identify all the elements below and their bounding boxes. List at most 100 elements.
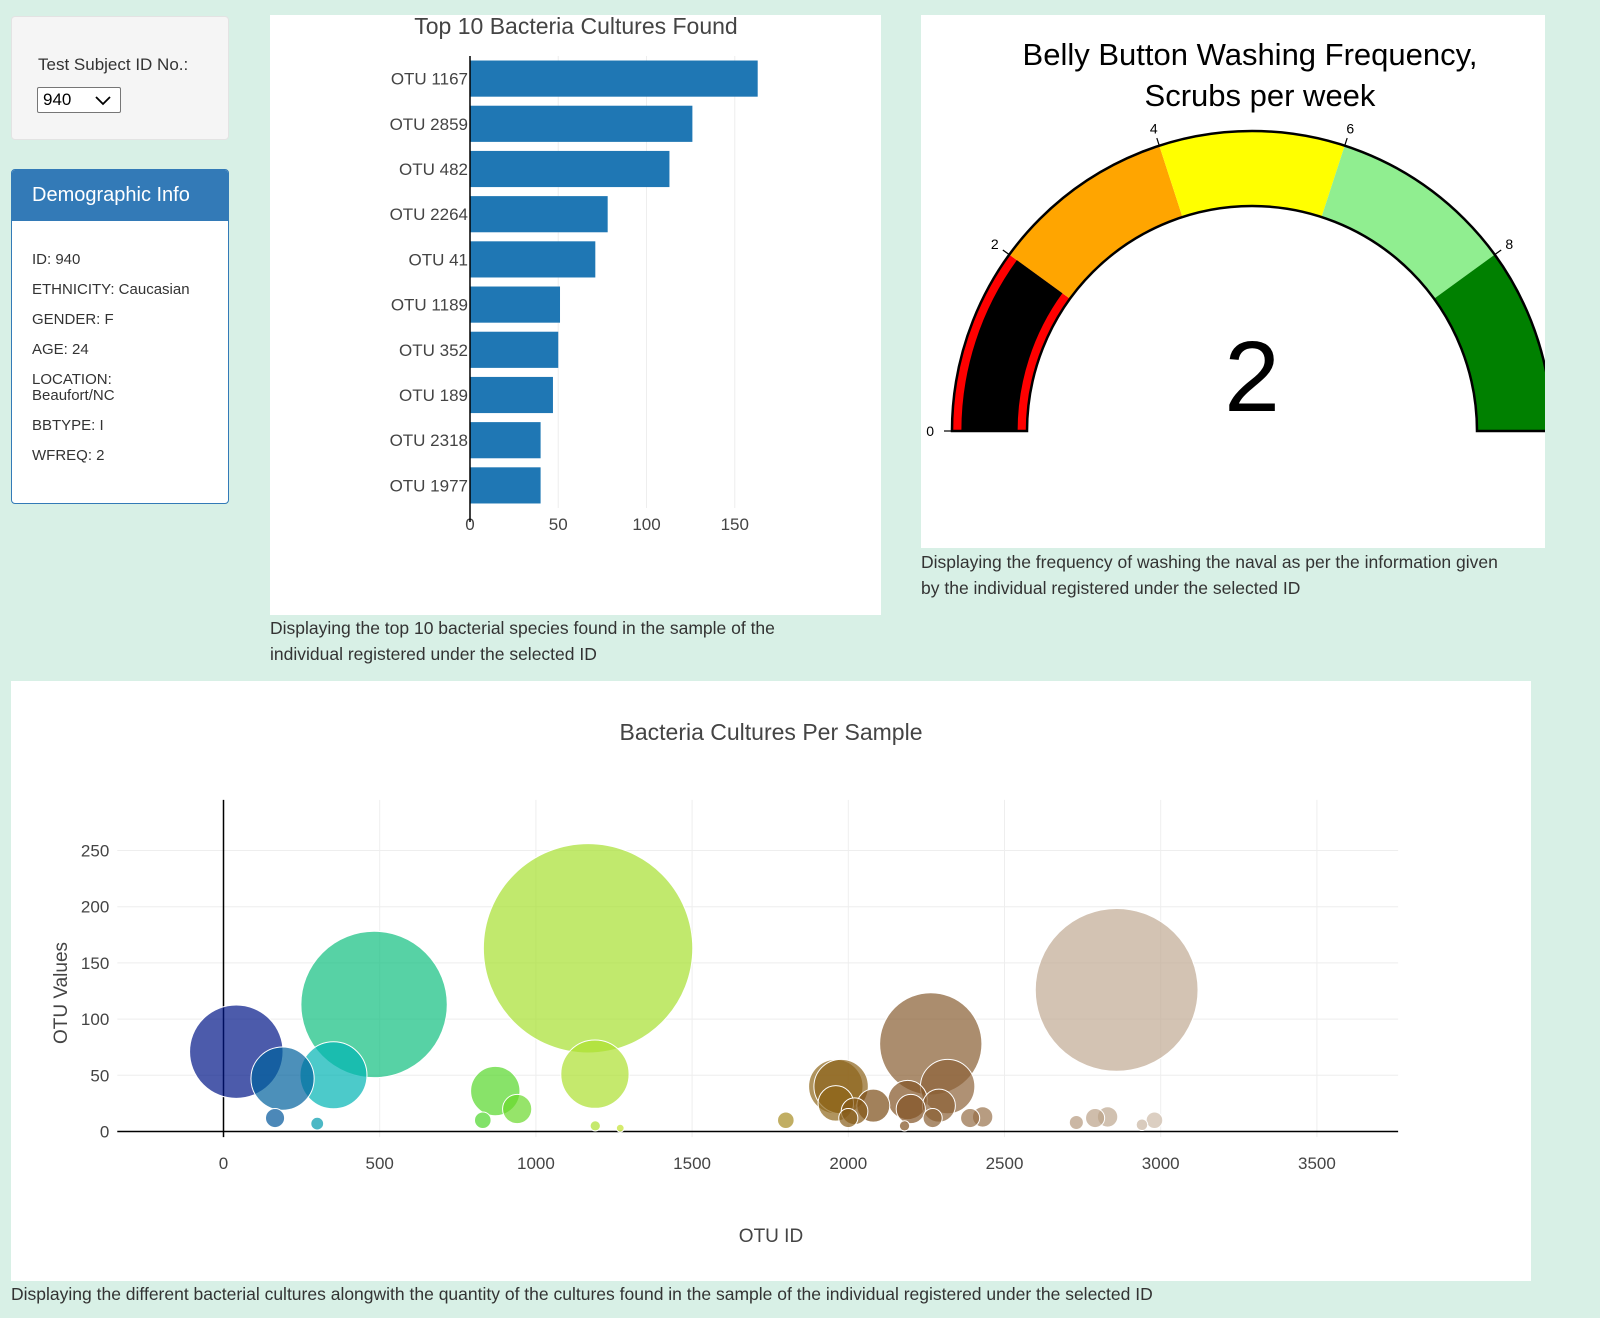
bar-category-label: OTU 2264 xyxy=(390,205,468,224)
bubble-point xyxy=(922,1107,943,1129)
gauge-tick-label: 4 xyxy=(1150,121,1158,137)
bar xyxy=(470,422,541,459)
bar-x-tick-label: 100 xyxy=(632,515,660,534)
bar-category-label: OTU 189 xyxy=(399,386,468,405)
subject-id-value: 940 xyxy=(43,90,72,109)
bar-category-label: OTU 1167 xyxy=(391,70,468,89)
meta-wfreq: WFREQ: 2 xyxy=(32,447,105,464)
gauge-value: 2 xyxy=(1224,321,1280,433)
bubble-point xyxy=(1068,1114,1084,1131)
bar xyxy=(470,150,670,188)
bar-category-label: OTU 2859 xyxy=(390,115,468,134)
bubble-point xyxy=(473,1111,492,1130)
gauge-step xyxy=(1009,145,1183,299)
gauge-title-line-1: Belly Button Washing Frequency, xyxy=(1023,37,1478,72)
bar-category-label: OTU 352 xyxy=(399,341,468,360)
bubble-point xyxy=(1145,1111,1164,1130)
bubble-x-axis-label: OTU ID xyxy=(739,1226,803,1247)
bar xyxy=(470,376,553,414)
bubble-chart: Bacteria Cultures Per Sample OTU ID OTU … xyxy=(51,719,1399,1247)
bar-x-tick-label: 0 xyxy=(465,515,474,534)
gauge-step xyxy=(1159,131,1345,218)
bubble-caption: Displaying the different bacterial cultu… xyxy=(11,1284,1153,1304)
gauge-chart: Belly Button Washing Frequency, Scrubs p… xyxy=(926,37,1586,439)
subject-id-label: Test Subject ID No.: xyxy=(38,55,189,74)
bubble-y-tick-label: 100 xyxy=(81,1010,109,1029)
bubble-chart-container: Bacteria Cultures Per Sample OTU ID OTU … xyxy=(11,681,1531,1281)
meta-id: ID: 940 xyxy=(32,251,81,268)
bubble-point xyxy=(1034,907,1199,1072)
gauge-caption: Displaying the frequency of washing the … xyxy=(921,552,1498,598)
bar-category-label: OTU 1977 xyxy=(390,476,468,495)
bubble-y-tick-label: 200 xyxy=(81,898,109,917)
bubble-y-axis-label: OTU Values xyxy=(51,942,72,1044)
bubble-point xyxy=(898,1120,911,1132)
demographic-heading: Demographic Info xyxy=(12,170,228,221)
bubble-point xyxy=(960,1107,981,1129)
gauge-tick xyxy=(1002,249,1010,256)
bar xyxy=(470,60,758,97)
bar-chart-container: Top 10 Bacteria Cultures Found 0 50 100 150… xyxy=(270,13,881,615)
bubble-x-tick-label: 0 xyxy=(219,1154,228,1173)
bar-x-tick-label: 50 xyxy=(549,515,568,534)
bubble-point xyxy=(895,1093,926,1125)
meta-gender: GENDER: F xyxy=(32,311,114,328)
meta-location: LOCATION: Beaufort/NC xyxy=(32,371,115,404)
bubble-point xyxy=(482,843,694,1054)
bubble-x-tick-label: 2000 xyxy=(829,1154,867,1173)
bubble-point xyxy=(777,1111,795,1130)
bubble-point xyxy=(310,1116,325,1131)
bar xyxy=(470,196,608,233)
bar xyxy=(470,105,693,142)
bar xyxy=(470,241,596,278)
bubble-point xyxy=(560,1039,630,1109)
gauge-tick xyxy=(1344,137,1348,146)
bar-category-label: OTU 482 xyxy=(399,160,468,179)
bubble-x-tick-label: 3000 xyxy=(1142,1154,1180,1173)
bubble-point xyxy=(838,1107,859,1129)
meta-ethnicity: ETHNICITY: Caucasian xyxy=(32,281,190,298)
bubble-point xyxy=(1085,1107,1106,1129)
bubble-x-tick-label: 2500 xyxy=(986,1154,1024,1173)
subject-id-select[interactable]: 940 xyxy=(37,87,121,113)
bubble-y-tick-label: 50 xyxy=(90,1066,109,1085)
bubble-x-tick-label: 500 xyxy=(366,1154,394,1173)
gauge-tick xyxy=(1156,137,1160,146)
meta-bbtype: BBTYPE: I xyxy=(32,417,104,434)
bubble-point xyxy=(502,1093,533,1125)
gauge-step xyxy=(1434,254,1552,431)
bubble-y-tick-label: 150 xyxy=(81,954,109,973)
bubble-y-tick-label: 250 xyxy=(81,842,109,861)
demographic-panel: Demographic Info ID: 940 ETHNICITY: Cauc… xyxy=(11,169,229,504)
bar-category-label: OTU 1189 xyxy=(391,296,468,315)
bar xyxy=(470,286,561,323)
gauge-tick-label: 6 xyxy=(1346,121,1354,137)
bubble-x-tick-label: 1000 xyxy=(517,1154,555,1173)
bar-caption: Displaying the top 10 bacterial species … xyxy=(270,618,775,664)
gauge-title-line-2: Scrubs per week xyxy=(1145,78,1376,113)
bubble-point xyxy=(264,1107,286,1129)
bubble-y-tick-label: 0 xyxy=(100,1123,109,1142)
bar-chart: Top 10 Bacteria Cultures Found 0 50 100 150… xyxy=(390,13,758,534)
bubble-point xyxy=(300,930,448,1079)
bubble-point xyxy=(589,1120,601,1132)
bar-category-label: OTU 41 xyxy=(408,250,468,269)
bubble-chart-title: Bacteria Cultures Per Sample xyxy=(620,719,923,745)
gauge-tick xyxy=(1494,249,1502,256)
bubble-point xyxy=(250,1046,315,1111)
bar xyxy=(470,467,541,504)
subject-selector-well: Test Subject ID No.: 940 xyxy=(11,16,229,140)
gauge-tick-label: 0 xyxy=(926,423,934,439)
bubble-x-tick-label: 3500 xyxy=(1298,1154,1336,1173)
bar-chart-title: Top 10 Bacteria Cultures Found xyxy=(414,15,737,39)
meta-age: AGE: 24 xyxy=(32,341,89,358)
bar-category-label: OTU 2318 xyxy=(390,431,468,450)
gauge-container: Belly Button Washing Frequency, Scrubs p… xyxy=(921,15,1586,548)
gauge-tick-label: 2 xyxy=(991,236,999,252)
gauge-tick-label: 8 xyxy=(1505,236,1513,252)
bar xyxy=(470,331,559,368)
gauge-step xyxy=(1321,145,1495,299)
chevron-down-icon xyxy=(95,96,111,106)
bubble-point xyxy=(1135,1118,1149,1132)
bubble-point xyxy=(615,1123,625,1133)
